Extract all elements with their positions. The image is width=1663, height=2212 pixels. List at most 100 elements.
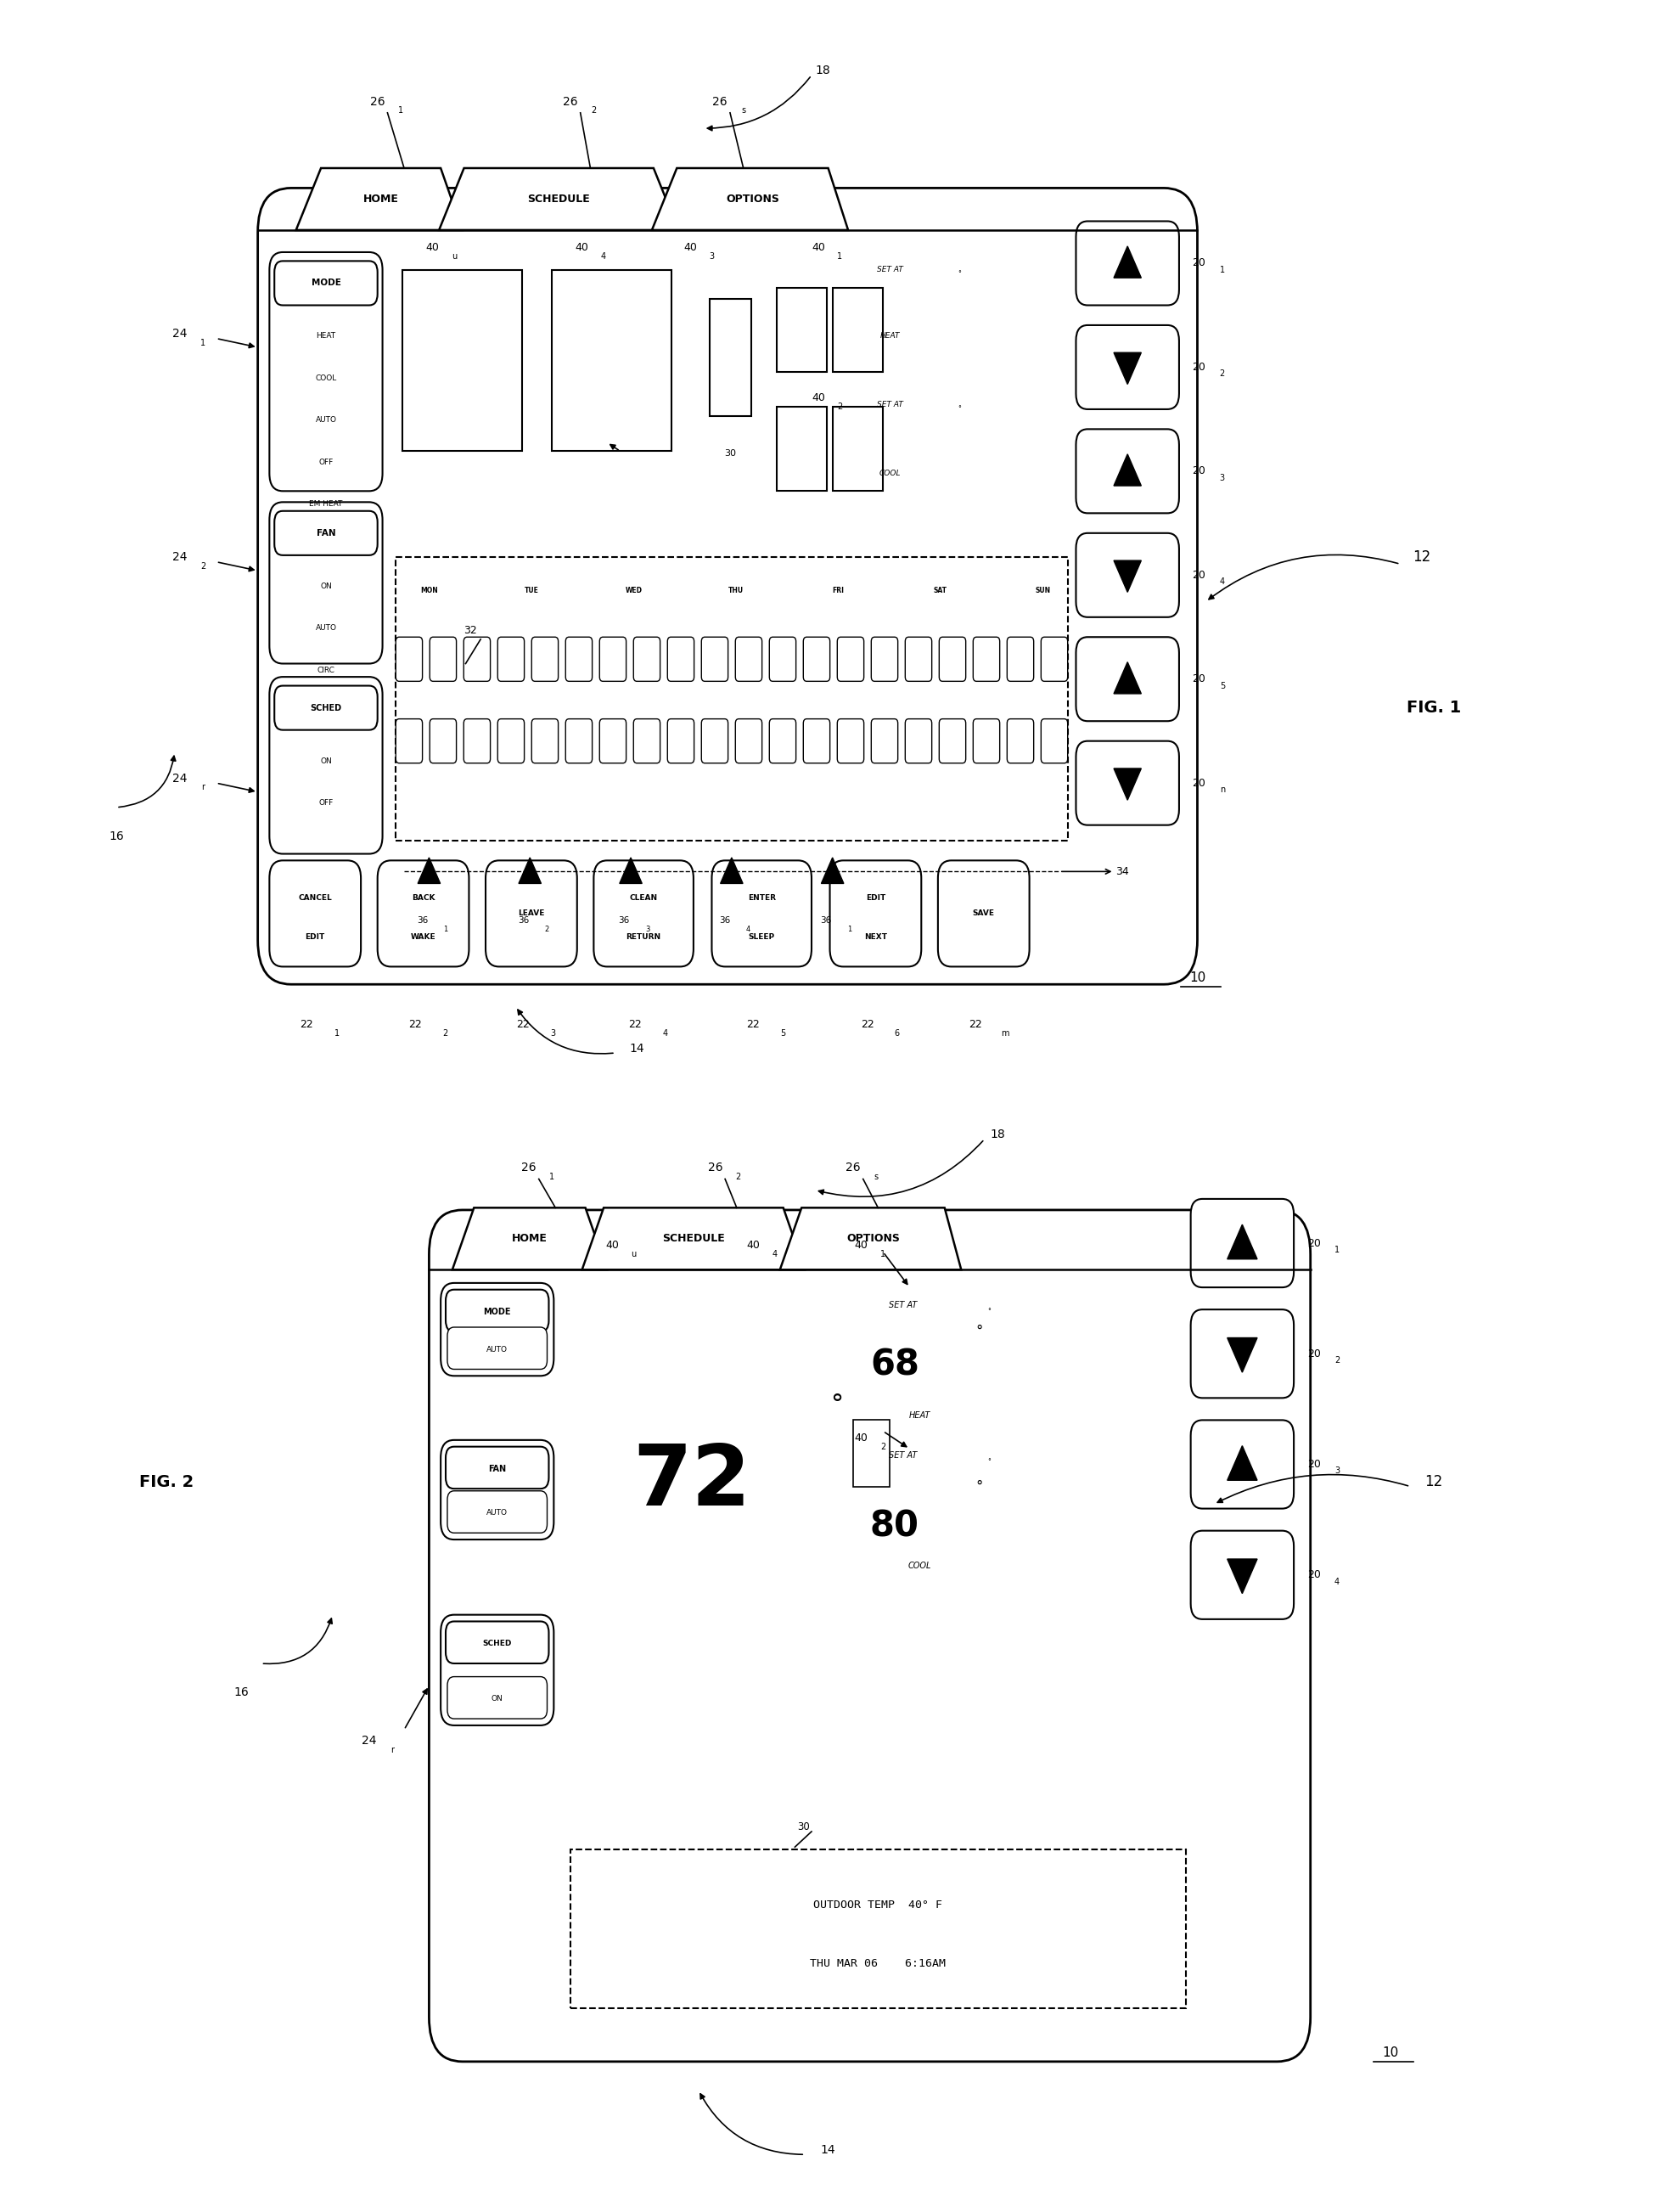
- Text: 16: 16: [108, 830, 125, 843]
- Text: °: °: [988, 1307, 991, 1316]
- FancyBboxPatch shape: [1076, 637, 1179, 721]
- Text: s: s: [875, 1172, 878, 1181]
- Text: °: °: [958, 270, 961, 279]
- Text: 26: 26: [371, 95, 384, 108]
- Bar: [833, 407, 883, 491]
- Polygon shape: [1114, 661, 1141, 695]
- Text: COOL: COOL: [908, 1562, 931, 1571]
- FancyBboxPatch shape: [830, 860, 921, 967]
- Text: WED: WED: [625, 586, 642, 595]
- Polygon shape: [822, 858, 843, 883]
- Text: ON: ON: [319, 757, 333, 765]
- FancyBboxPatch shape: [1008, 719, 1034, 763]
- FancyBboxPatch shape: [905, 637, 931, 681]
- Text: 2: 2: [735, 1172, 742, 1181]
- FancyBboxPatch shape: [938, 860, 1029, 967]
- Text: 1: 1: [334, 1029, 339, 1037]
- FancyBboxPatch shape: [940, 719, 966, 763]
- Polygon shape: [652, 168, 848, 230]
- Text: 26: 26: [708, 1161, 722, 1175]
- FancyBboxPatch shape: [396, 637, 422, 681]
- Text: THU: THU: [728, 586, 743, 595]
- FancyBboxPatch shape: [269, 502, 382, 664]
- FancyBboxPatch shape: [634, 637, 660, 681]
- Text: NEXT: NEXT: [865, 933, 886, 940]
- Text: AUTO: AUTO: [487, 1509, 507, 1517]
- Text: 1: 1: [444, 925, 447, 933]
- Text: 3: 3: [1219, 473, 1226, 482]
- Text: u: u: [451, 252, 457, 261]
- Text: 36: 36: [619, 916, 630, 925]
- Polygon shape: [417, 858, 441, 883]
- Text: 40: 40: [683, 243, 697, 252]
- Text: 20: 20: [1307, 1460, 1320, 1469]
- FancyBboxPatch shape: [770, 719, 797, 763]
- FancyBboxPatch shape: [1008, 637, 1034, 681]
- FancyBboxPatch shape: [973, 719, 999, 763]
- Text: 40: 40: [747, 1241, 760, 1250]
- FancyBboxPatch shape: [1076, 221, 1179, 305]
- Text: MON: MON: [421, 586, 437, 595]
- Text: 30: 30: [797, 1823, 810, 1832]
- FancyBboxPatch shape: [441, 1440, 554, 1540]
- Text: 1: 1: [836, 252, 843, 261]
- Text: 22: 22: [747, 1020, 760, 1029]
- Text: 22: 22: [299, 1020, 314, 1029]
- FancyBboxPatch shape: [258, 188, 1197, 984]
- Text: 22: 22: [516, 1020, 530, 1029]
- FancyBboxPatch shape: [836, 719, 863, 763]
- Text: BACK: BACK: [411, 894, 436, 902]
- Polygon shape: [1114, 246, 1141, 279]
- Text: SET AT: SET AT: [876, 400, 903, 409]
- Text: 20: 20: [1192, 675, 1206, 684]
- FancyBboxPatch shape: [274, 686, 378, 730]
- Text: 36: 36: [517, 916, 529, 925]
- FancyBboxPatch shape: [532, 637, 559, 681]
- Text: 26: 26: [713, 95, 727, 108]
- FancyBboxPatch shape: [1041, 637, 1068, 681]
- Text: AUTO: AUTO: [316, 624, 336, 633]
- Text: CIRC: CIRC: [318, 666, 334, 675]
- Text: 1: 1: [200, 338, 206, 347]
- FancyBboxPatch shape: [447, 1491, 547, 1533]
- FancyBboxPatch shape: [871, 637, 898, 681]
- Text: 22: 22: [968, 1020, 983, 1029]
- Text: 2: 2: [1334, 1356, 1340, 1365]
- FancyBboxPatch shape: [905, 719, 931, 763]
- Text: ON: ON: [319, 582, 333, 591]
- Text: OUTDOOR TEMP  40° F: OUTDOOR TEMP 40° F: [813, 1900, 943, 1911]
- Text: CLEAN: CLEAN: [630, 894, 657, 902]
- Text: 40: 40: [812, 394, 825, 403]
- Text: 80: 80: [870, 1509, 920, 1544]
- Text: WAKE: WAKE: [411, 933, 436, 940]
- Text: 26: 26: [846, 1161, 860, 1175]
- FancyBboxPatch shape: [1076, 429, 1179, 513]
- Text: RETURN: RETURN: [627, 933, 660, 940]
- Polygon shape: [582, 1208, 805, 1270]
- Text: AUTO: AUTO: [487, 1345, 507, 1354]
- Text: HEAT: HEAT: [910, 1411, 930, 1420]
- Text: 32: 32: [464, 626, 477, 635]
- Polygon shape: [1227, 1225, 1257, 1259]
- Text: TUE: TUE: [524, 586, 539, 595]
- Text: THU MAR 06    6:16AM: THU MAR 06 6:16AM: [810, 1958, 946, 1969]
- Text: HOME: HOME: [363, 195, 399, 204]
- Text: 3: 3: [550, 1029, 555, 1037]
- Text: 36: 36: [417, 916, 427, 925]
- Polygon shape: [1227, 1447, 1257, 1480]
- Text: SAT: SAT: [933, 586, 948, 595]
- FancyBboxPatch shape: [1076, 325, 1179, 409]
- Text: 14: 14: [822, 2143, 835, 2157]
- Text: °: °: [830, 1391, 843, 1418]
- Text: HEAT: HEAT: [880, 332, 900, 341]
- Polygon shape: [1114, 560, 1141, 593]
- FancyBboxPatch shape: [1041, 719, 1068, 763]
- FancyBboxPatch shape: [429, 637, 456, 681]
- Text: 24: 24: [173, 772, 186, 785]
- Polygon shape: [620, 858, 642, 883]
- Text: r: r: [391, 1745, 394, 1754]
- Text: COOL: COOL: [878, 469, 901, 478]
- Text: °: °: [976, 1480, 983, 1493]
- FancyBboxPatch shape: [429, 1210, 1310, 2062]
- Text: FAN: FAN: [489, 1464, 506, 1473]
